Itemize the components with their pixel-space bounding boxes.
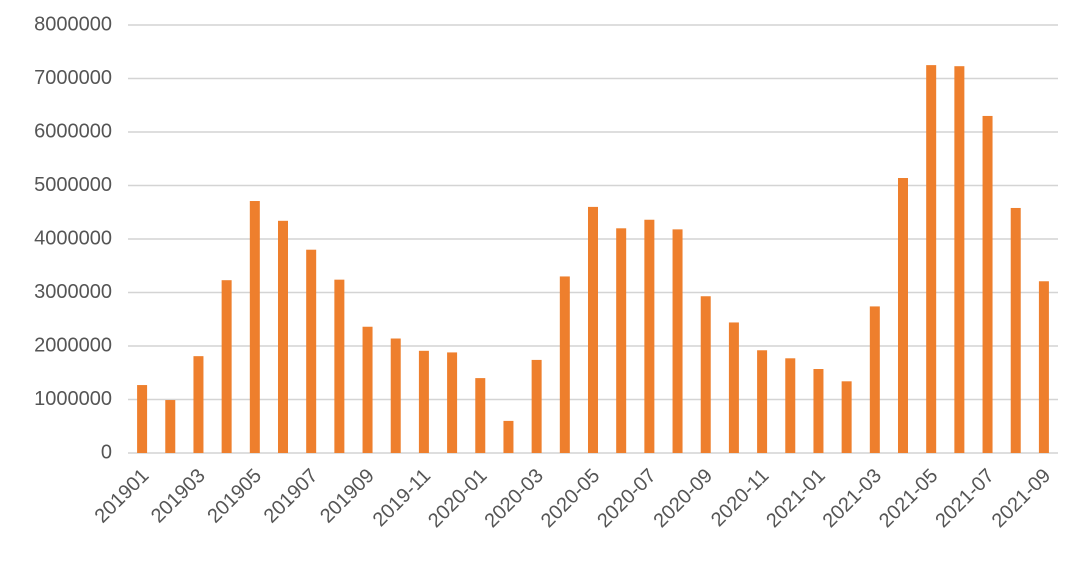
bar bbox=[278, 220, 288, 453]
x-tick-label: 2020-09 bbox=[650, 465, 717, 532]
bar bbox=[700, 296, 711, 453]
x-tick-label: 2021-03 bbox=[819, 465, 886, 532]
x-tick-label: 2020-05 bbox=[537, 465, 604, 532]
bar bbox=[644, 219, 655, 453]
x-tick-label: 201901 bbox=[91, 465, 154, 528]
bar bbox=[249, 201, 260, 453]
x-tick-label: 201903 bbox=[147, 465, 210, 528]
bar bbox=[672, 229, 683, 453]
x-tick-label: 2021-09 bbox=[988, 465, 1055, 532]
bar bbox=[869, 306, 880, 453]
bar bbox=[165, 400, 176, 453]
bar bbox=[616, 228, 627, 453]
x-tick-label: 2021-07 bbox=[931, 465, 998, 532]
bar bbox=[447, 352, 458, 453]
bar bbox=[757, 350, 768, 453]
y-tick-label: 4000000 bbox=[34, 227, 112, 249]
y-tick-label: 2000000 bbox=[34, 334, 112, 356]
y-tick-label: 6000000 bbox=[34, 120, 112, 142]
bar bbox=[306, 249, 317, 453]
bar bbox=[531, 359, 542, 453]
bar bbox=[1010, 207, 1021, 453]
bar bbox=[982, 115, 993, 453]
bar bbox=[898, 178, 908, 453]
bar bbox=[728, 322, 739, 453]
x-tick-label: 201907 bbox=[260, 465, 323, 528]
x-tick-label: 2020-07 bbox=[593, 465, 660, 532]
bar bbox=[362, 326, 373, 453]
bar bbox=[588, 206, 598, 453]
y-tick-label: 7000000 bbox=[34, 67, 112, 89]
x-tick-label: 2019-11 bbox=[369, 465, 435, 531]
y-tick-label: 3000000 bbox=[34, 281, 112, 303]
y-tick-label: 8000000 bbox=[34, 13, 112, 35]
x-tick-label: 2021-01 bbox=[762, 465, 829, 532]
bar bbox=[926, 65, 937, 453]
bar bbox=[334, 279, 345, 453]
x-tick-label: 2021-05 bbox=[875, 465, 942, 532]
bar bbox=[221, 280, 232, 453]
bar bbox=[954, 66, 965, 453]
bar bbox=[193, 356, 204, 453]
bar bbox=[1038, 281, 1049, 453]
bar bbox=[503, 420, 514, 453]
x-tick-label: 201905 bbox=[203, 465, 266, 528]
bar bbox=[785, 358, 796, 453]
bar bbox=[559, 276, 570, 453]
y-tick-label: 5000000 bbox=[34, 174, 112, 196]
bar bbox=[418, 350, 429, 453]
bar bbox=[813, 369, 824, 453]
bar bbox=[475, 378, 486, 453]
x-tick-label: 201909 bbox=[316, 465, 379, 528]
y-tick-label: 0 bbox=[101, 441, 112, 463]
x-tick-label: 2020-01 bbox=[424, 465, 491, 532]
bar bbox=[841, 381, 852, 453]
y-tick-label: 1000000 bbox=[34, 388, 112, 410]
bar bbox=[390, 338, 401, 453]
bar bbox=[137, 385, 148, 453]
x-tick-label: 2020-03 bbox=[480, 465, 547, 532]
x-tick-label: 2020-11 bbox=[707, 465, 773, 531]
